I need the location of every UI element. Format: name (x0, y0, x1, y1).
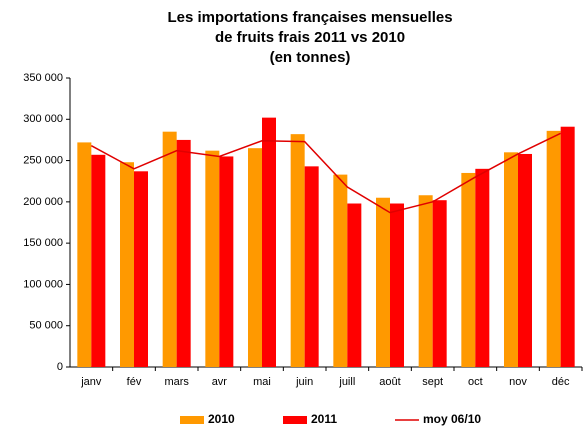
legend-label: moy 06/10 (423, 412, 481, 426)
legend-swatch (180, 416, 204, 424)
bar (518, 153, 532, 367)
bar (333, 174, 348, 367)
bar (290, 134, 305, 367)
bar (546, 130, 561, 367)
bar (390, 203, 404, 367)
bar (504, 152, 518, 367)
bar (120, 162, 134, 367)
x-tick-label: août (379, 376, 400, 388)
legend-label: 2011 (311, 412, 337, 426)
x-tick-label: mai (253, 376, 271, 388)
x-tick-label: janv (80, 376, 102, 388)
bar (304, 166, 319, 367)
x-tick-label: avr (212, 376, 228, 388)
x-tick-label: oct (468, 376, 483, 388)
x-tick-label: sept (422, 376, 443, 388)
bar (134, 171, 148, 367)
bar (560, 126, 575, 368)
bar (475, 168, 490, 367)
x-tick-label: mars (164, 376, 189, 388)
x-tick-label: fév (127, 376, 142, 388)
line-series (90, 132, 561, 214)
legend-swatch (283, 416, 307, 424)
bar (432, 200, 447, 367)
y-tick-label: 200 000 (23, 196, 63, 208)
chart-title: de fruits frais 2011 vs 2010 (215, 29, 405, 46)
x-tick-label: juin (295, 376, 313, 388)
y-tick-label: 0 (57, 361, 63, 373)
bar (461, 172, 476, 367)
bar (262, 117, 276, 368)
bar (162, 131, 177, 367)
y-tick-label: 250 000 (23, 154, 63, 166)
bar (91, 154, 106, 367)
bar (248, 148, 262, 367)
x-tick-label: nov (509, 376, 527, 388)
bar (347, 203, 362, 367)
chart-title: Les importations françaises mensuelles (167, 9, 452, 26)
y-tick-label: 300 000 (23, 113, 63, 125)
bar (176, 139, 191, 367)
x-tick-label: juill (338, 376, 355, 388)
x-tick-label: déc (552, 376, 570, 388)
y-tick-label: 150 000 (23, 237, 63, 249)
y-tick-label: 50 000 (29, 320, 63, 332)
bar (77, 142, 92, 367)
legend-label: 2010 (208, 412, 235, 426)
y-tick-label: 350 000 (23, 72, 63, 84)
bar (418, 195, 433, 367)
y-tick-label: 100 000 (23, 278, 63, 290)
bar (205, 150, 220, 367)
bar (219, 156, 234, 367)
chart-title: (en tonnes) (270, 49, 351, 66)
bar (376, 197, 390, 367)
